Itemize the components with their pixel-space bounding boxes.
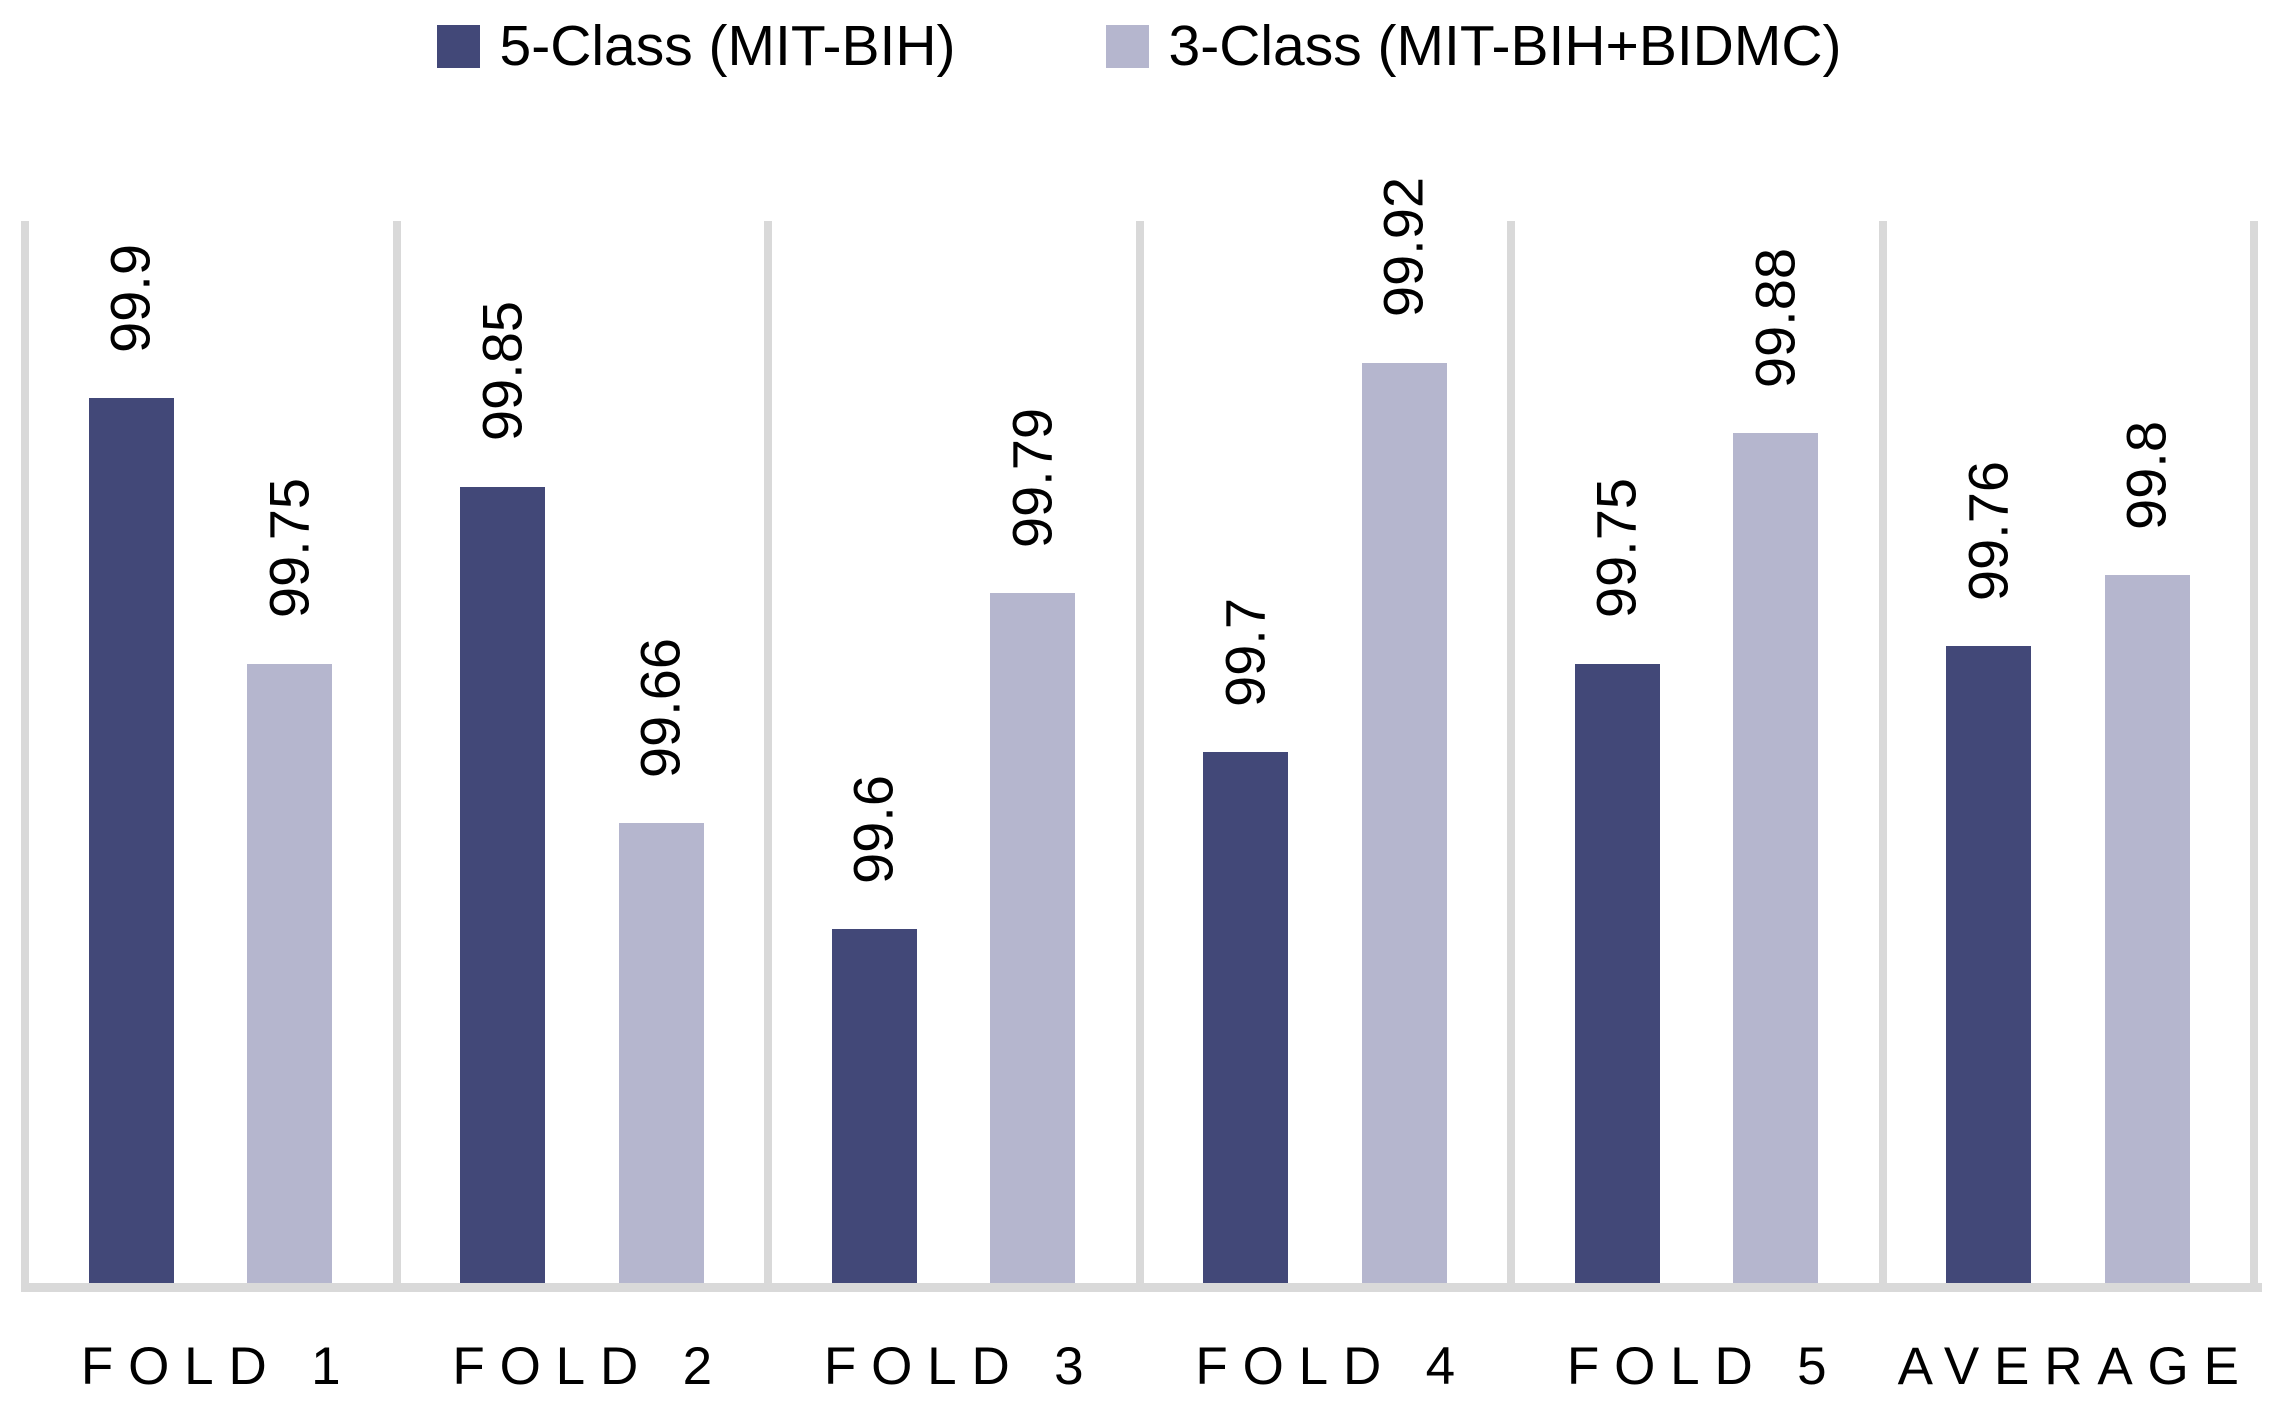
bar-slot: 99.88 [1733, 221, 1819, 1283]
bar [1574, 663, 1660, 1283]
legend-item-5-class: 5-Class (MIT-BIH) [436, 14, 956, 80]
panel-gridline [21, 221, 29, 1292]
legend: 5-Class (MIT-BIH) 3-Class (MIT-BIH+BIDMC… [0, 14, 2278, 80]
category-panel: 99.7 99.92 [1140, 177, 1512, 1283]
x-axis-line [24, 1283, 2262, 1292]
category-panel: 99.85 99.66 [397, 221, 769, 1283]
panel-gridline [392, 221, 401, 1292]
category-label: AVERAGE [1897, 1337, 2254, 1396]
legend-item-3-class: 3-Class (MIT-BIH+BIDMC) [1105, 14, 1842, 80]
category-panel: 99.75 99.88 [1511, 221, 1883, 1283]
bar [618, 822, 704, 1283]
bar-slot: 99.76 [1946, 221, 2032, 1283]
category-panel: 99.6 99.79 [768, 221, 1140, 1283]
bar-value-label: 99.92 [1371, 177, 1435, 318]
panel-gridline [2250, 221, 2258, 1292]
panel-gridline [1135, 221, 1144, 1292]
panel-gridline [1878, 221, 1887, 1292]
category-label: FOLD 2 [452, 1337, 727, 1396]
legend-swatch-icon [436, 25, 480, 69]
bar [1733, 433, 1819, 1283]
bar-slot: 99.75 [247, 221, 333, 1283]
bar-value-label: 99.75 [257, 478, 321, 619]
category-axis-labels: FOLD 1 FOLD 2 FOLD 3 FOLD 4 FOLD 5 AVERAGE [25, 1336, 2254, 1397]
plot-area: 99.9 99.75 99.85 99.66 99.6 99.79 99.7 99.92 99.… [21, 177, 2262, 1292]
bar-value-label: 99.79 [1000, 407, 1064, 548]
bar-slot: 99.7 [1203, 221, 1289, 1283]
bar-slot: 99.8 [2104, 221, 2190, 1283]
category-label: FOLD 3 [823, 1337, 1099, 1396]
bar [2104, 575, 2190, 1283]
bar-slot: 99.9 [88, 221, 174, 1283]
bar-value-label: 99.76 [1956, 460, 2020, 601]
bar-slot: 99.79 [990, 221, 1076, 1283]
bar [247, 663, 333, 1283]
bar [831, 929, 917, 1283]
bar-slot: 99.92 [1361, 177, 1447, 1283]
category-label: FOLD 1 [80, 1337, 356, 1396]
legend-swatch-icon [1105, 25, 1149, 69]
bar-value-label: 99.8 [2114, 421, 2178, 531]
bar-value-label: 99.88 [1743, 248, 1807, 389]
bar [1203, 752, 1289, 1283]
bar-value-label: 99.7 [1213, 598, 1277, 707]
bar-value-label: 99.85 [470, 301, 534, 442]
bar [1361, 362, 1447, 1283]
bar [460, 486, 546, 1283]
category-label: FOLD 5 [1566, 1337, 1842, 1396]
bar-slot: 99.75 [1574, 221, 1660, 1283]
category-panel: 99.9 99.75 [25, 221, 397, 1283]
bar-value-label: 99.66 [628, 637, 692, 778]
category-panel: 99.76 99.8 [1883, 221, 2255, 1283]
category-label: FOLD 4 [1195, 1337, 1470, 1396]
category-panels: 99.9 99.75 99.85 99.66 99.6 99.79 99.7 99.92 99.… [25, 177, 2255, 1283]
bar-value-label: 99.9 [99, 244, 163, 353]
legend-label: 3-Class (MIT-BIH+BIDMC) [1168, 14, 1842, 78]
panel-gridline [764, 221, 772, 1292]
bar [1946, 645, 2032, 1283]
bar [990, 592, 1076, 1283]
bar-value-label: 99.6 [842, 775, 906, 885]
legend-label: 5-Class (MIT-BIH) [499, 14, 956, 78]
bar-value-label: 99.75 [1585, 478, 1649, 619]
bar-slot: 99.85 [460, 221, 546, 1283]
bar-slot: 99.6 [831, 221, 917, 1283]
panel-gridline [1507, 221, 1515, 1292]
bar-slot: 99.66 [618, 221, 704, 1283]
bar [88, 398, 174, 1283]
